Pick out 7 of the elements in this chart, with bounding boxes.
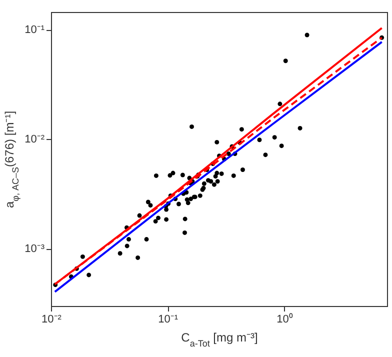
y-tick-label: 10⁻¹ [24,24,45,36]
y-tick-label: 10⁻³ [24,243,45,256]
y-tick-label: 10⁻² [24,134,45,146]
x-tick-label: 10⁻² [42,314,62,326]
x-tick-label: 10⁻¹ [158,314,178,326]
x-tick-label: 10⁰ [276,312,293,326]
x-axis-title: C$_{a-Tot}$ [mg m⁻³] [181,330,258,348]
